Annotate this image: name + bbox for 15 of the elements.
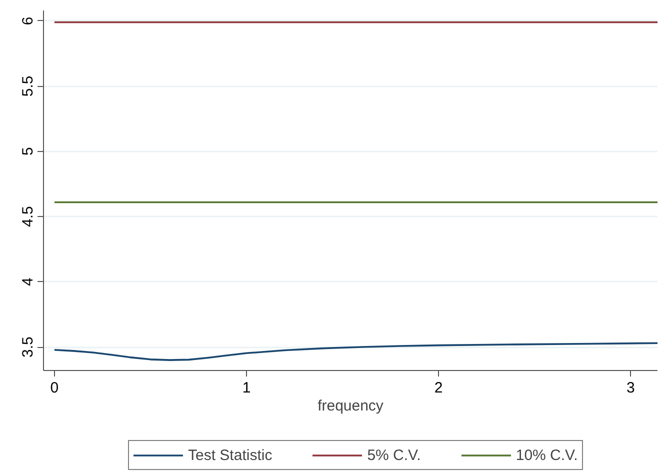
x-tick-label: 1 (242, 380, 251, 396)
y-tick-label: 4 (20, 278, 36, 286)
legend-label: 10% C.V. (516, 446, 578, 464)
legend-label: Test Statistic (188, 446, 272, 464)
line-series (54, 342, 658, 361)
y-tick-label: 3.5 (20, 336, 36, 358)
y-tick-label: 5.5 (20, 76, 36, 97)
y-tick-label: 4.5 (20, 206, 36, 228)
y-tick-label: 5 (20, 147, 36, 156)
x-tick-label: 3 (626, 380, 635, 396)
y-tick-label: 6 (20, 16, 36, 26)
x-tick-label: 0 (50, 380, 59, 396)
x-axis-title: frequency (318, 398, 384, 414)
x-tick-label: 2 (434, 380, 443, 396)
legend-label: 5% C.V. (367, 446, 421, 464)
